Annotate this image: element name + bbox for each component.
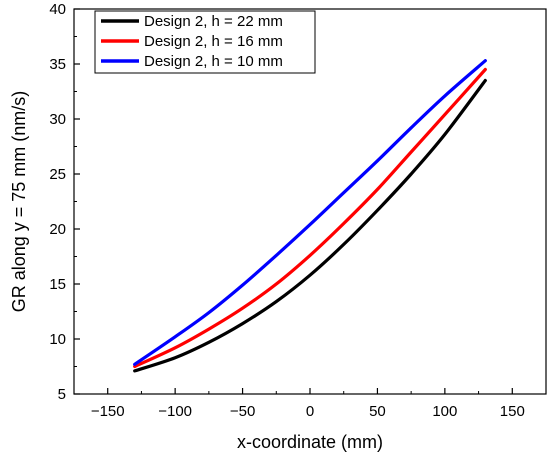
y-axis-title: GR along y = 75 mm (nm/s) <box>9 91 29 313</box>
x-tick-label: 0 <box>306 403 314 420</box>
y-tick-label: 20 <box>49 221 66 238</box>
y-tick-label: 30 <box>49 111 66 128</box>
x-axis-ticks: −150 −100 −50 0 50 100 150 <box>73 388 547 420</box>
x-tick-label: 100 <box>432 403 457 420</box>
y-axis-ticks: 5 10 15 20 25 30 35 40 <box>49 1 80 403</box>
y-tick-label: 10 <box>49 331 66 348</box>
legend: Design 2, h = 22 mm Design 2, h = 16 mm De… <box>94 10 316 74</box>
legend-label: Design 2, h = 10 mm <box>144 53 283 70</box>
x-tick-label: −150 <box>91 403 125 420</box>
x-tick-label: −100 <box>158 403 192 420</box>
legend-label: Design 2, h = 22 mm <box>144 13 283 30</box>
x-tick-label: −50 <box>230 403 255 420</box>
series-line-1 <box>133 78 487 373</box>
series-lines <box>133 59 487 373</box>
y-tick-label: 35 <box>49 56 66 73</box>
x-tick-label: 50 <box>369 403 386 420</box>
y-tick-label: 5 <box>58 386 66 403</box>
x-tick-label: 150 <box>500 403 525 420</box>
legend-label: Design 2, h = 16 mm <box>144 33 283 50</box>
series-line-2 <box>133 67 487 369</box>
x-axis-title: x-coordinate (mm) <box>237 432 383 452</box>
y-tick-label: 25 <box>49 166 66 183</box>
series-line-3 <box>133 59 487 366</box>
y-tick-label: 40 <box>49 1 66 18</box>
y-tick-label: 15 <box>49 276 66 293</box>
